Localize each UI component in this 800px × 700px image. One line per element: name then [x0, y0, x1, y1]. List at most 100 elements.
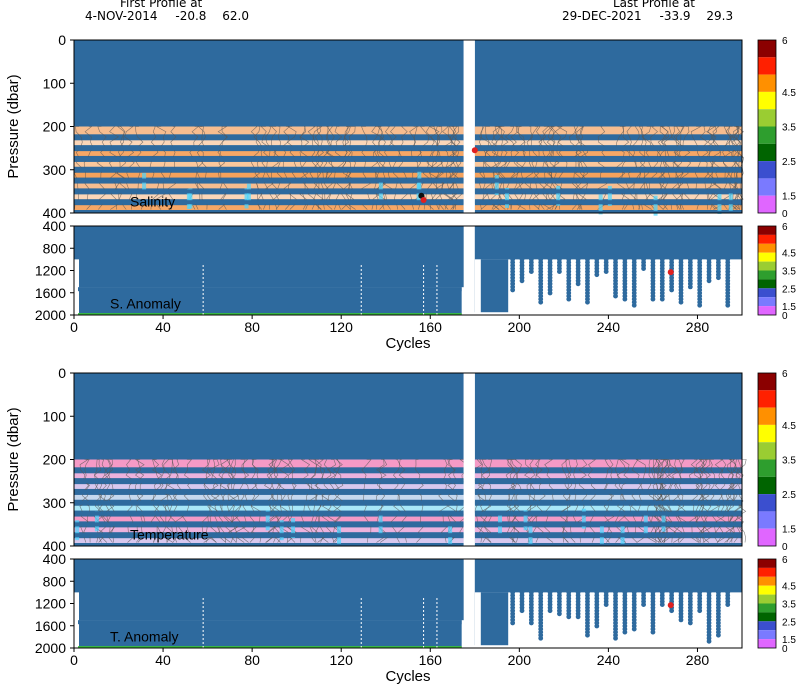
anomaly-fill — [78, 620, 462, 625]
contour-line — [447, 126, 458, 210]
depth-line — [474, 167, 742, 172]
contour-line — [447, 459, 458, 543]
depth-band — [474, 516, 742, 522]
contour-line — [308, 459, 318, 543]
colorbar-label: 1.5 — [782, 635, 796, 646]
colorbar-swatch — [758, 279, 776, 289]
x-tick-label: 280 — [686, 319, 710, 335]
profile-dot — [659, 296, 665, 302]
contour-line — [210, 459, 221, 543]
contour-line — [369, 126, 381, 210]
contour-line — [314, 126, 324, 210]
contour-line — [81, 459, 91, 543]
depth-line — [474, 522, 742, 527]
contour-line — [135, 459, 144, 543]
contour-line — [517, 126, 527, 210]
contour-line — [690, 126, 701, 210]
colorbar-swatch — [758, 621, 776, 631]
anomaly-fill — [74, 226, 464, 288]
colorbar-swatch — [758, 528, 776, 546]
x-tick-label: 0 — [70, 319, 78, 335]
colorbar: 6 4.5 3.5 2.5 1.50 — [757, 222, 796, 322]
first-profile-title: First Profile at — [120, 0, 203, 10]
colorbar-label: 1.5 — [782, 525, 796, 536]
contour-line — [438, 459, 449, 543]
panel-top: 0 100 200 300 400 Pressure (dbar) Salinity — [5, 32, 744, 221]
contour-line — [409, 126, 419, 210]
y-tick-label: 800 — [43, 240, 67, 256]
colorbar-swatch — [758, 442, 776, 460]
colorbar-swatch — [758, 612, 776, 622]
contour-line — [134, 459, 146, 543]
colorbar-label: 1.5 — [782, 192, 796, 203]
contour-line — [561, 459, 572, 543]
profile-dot — [641, 602, 646, 608]
contour-line — [620, 459, 632, 543]
profile-dot — [669, 608, 675, 614]
contour-line — [202, 459, 213, 543]
contour-line — [680, 126, 692, 210]
colorbar-swatch — [758, 390, 776, 408]
colorbar-label: 0 — [782, 311, 788, 322]
contour-line — [569, 126, 579, 210]
contour-line — [182, 459, 193, 543]
contour-line — [345, 126, 356, 210]
depth-band — [74, 161, 464, 167]
contour-line — [371, 126, 382, 210]
contour-line — [699, 126, 710, 210]
first-profile-date: 4-NOV-2014 — [85, 9, 158, 23]
colorbar-swatch — [758, 270, 776, 280]
contour-line — [201, 459, 213, 543]
contour-line — [724, 459, 736, 543]
contour-line — [660, 459, 671, 543]
contour-line — [389, 126, 400, 210]
profile-dot — [566, 614, 572, 620]
contour-line — [135, 126, 144, 210]
contour-line — [603, 459, 613, 543]
contour-line — [529, 126, 540, 210]
y-tick-label: 1200 — [35, 263, 66, 279]
contour-line — [83, 126, 94, 210]
contour-line — [315, 459, 326, 543]
contour-line — [544, 126, 555, 210]
contour-line — [223, 459, 234, 543]
anomaly-fill — [78, 287, 462, 292]
y-tick-label: 100 — [43, 408, 67, 424]
panel-bottom-anomaly: 400 800 1200 1600 2000 T. Anomaly 0 40 80 120 160 2… — [35, 551, 743, 685]
depth-band — [474, 151, 742, 156]
contour-line — [230, 459, 241, 543]
contour-line — [714, 459, 726, 543]
anomaly-notch — [474, 259, 481, 315]
y-tick-label: 0 — [58, 32, 66, 48]
x-tick-label: 0 — [70, 652, 78, 668]
highlight-streak — [505, 187, 510, 208]
last-profile-lat: -33.9 — [659, 9, 691, 23]
contour-line — [538, 126, 549, 210]
contour-line — [649, 126, 659, 210]
y-tick-label: 400 — [43, 538, 67, 554]
contour-line — [575, 126, 586, 210]
depth-line — [74, 146, 464, 151]
x-axis-label: Cycles — [385, 335, 430, 352]
depth-line — [474, 479, 742, 484]
contour-line — [150, 459, 161, 543]
highlight-streak — [523, 510, 528, 531]
contour-line — [621, 126, 630, 210]
contour-line — [249, 459, 257, 543]
colorbar-swatch — [758, 511, 776, 529]
x-tick-label: 120 — [330, 319, 354, 335]
depth-line — [74, 511, 464, 516]
profile-dot — [538, 299, 544, 305]
contour-line — [281, 126, 292, 210]
colorbar-swatch — [758, 373, 776, 391]
contour-line — [650, 459, 661, 543]
contour-line — [506, 459, 516, 543]
contour-line — [299, 126, 310, 210]
highlight-streak — [653, 195, 658, 216]
contour-line — [535, 459, 546, 543]
contour-line — [505, 459, 517, 543]
contour-line — [587, 459, 597, 543]
contour-line — [560, 459, 571, 543]
contour-line — [677, 459, 687, 543]
highlight-streak — [378, 179, 383, 200]
